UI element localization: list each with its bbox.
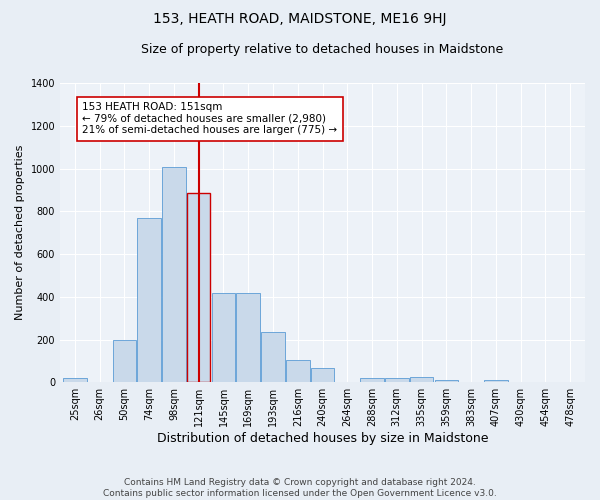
Bar xyxy=(137,218,161,382)
Y-axis label: Number of detached properties: Number of detached properties xyxy=(15,145,25,320)
Bar xyxy=(360,378,384,382)
Title: Size of property relative to detached houses in Maidstone: Size of property relative to detached ho… xyxy=(142,42,503,56)
Bar xyxy=(286,360,310,382)
Bar xyxy=(311,368,334,382)
Text: Contains HM Land Registry data © Crown copyright and database right 2024.
Contai: Contains HM Land Registry data © Crown c… xyxy=(103,478,497,498)
Bar xyxy=(261,332,285,382)
Bar xyxy=(385,378,409,382)
Bar xyxy=(410,377,433,382)
Bar xyxy=(162,168,186,382)
Bar xyxy=(484,380,508,382)
Bar xyxy=(187,193,211,382)
Bar xyxy=(212,292,235,382)
Text: 153 HEATH ROAD: 151sqm
← 79% of detached houses are smaller (2,980)
21% of semi-: 153 HEATH ROAD: 151sqm ← 79% of detached… xyxy=(82,102,337,136)
Bar xyxy=(434,380,458,382)
Bar xyxy=(236,292,260,382)
Bar xyxy=(63,378,86,382)
Text: 153, HEATH ROAD, MAIDSTONE, ME16 9HJ: 153, HEATH ROAD, MAIDSTONE, ME16 9HJ xyxy=(153,12,447,26)
X-axis label: Distribution of detached houses by size in Maidstone: Distribution of detached houses by size … xyxy=(157,432,488,445)
Bar xyxy=(113,340,136,382)
